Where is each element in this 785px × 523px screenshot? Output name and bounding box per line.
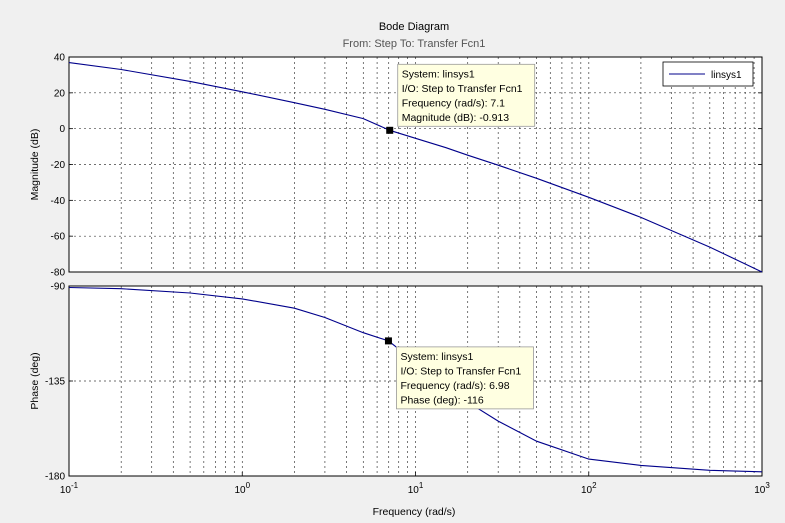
- y-tick-label: -180: [45, 472, 65, 483]
- x-tick-label: 102: [581, 481, 597, 496]
- y-tick-label: -90: [51, 282, 66, 293]
- y-tick-label: -40: [51, 196, 66, 207]
- legend-entry: linsys1: [711, 70, 742, 81]
- datatip-line: System: linsys1: [402, 68, 475, 80]
- y-tick-label: -20: [51, 160, 66, 171]
- datatip-line: I/O: Step to Transfer Fcn1: [402, 83, 523, 95]
- x-tick-label: 103: [754, 481, 770, 496]
- magnitude-series-line: [68, 62, 763, 273]
- x-tick-label: 100: [234, 481, 250, 496]
- x-tick-label: 10-1: [60, 481, 79, 496]
- chart-subtitle: From: Step To: Transfer Fcn1: [343, 38, 486, 50]
- y-tick-label: 40: [54, 53, 66, 64]
- datatip-line: I/O: Step to Transfer Fcn1: [400, 365, 521, 377]
- phase-datatip-marker: [384, 337, 392, 345]
- y-tick-label: -60: [51, 232, 66, 243]
- y-tick-label: 0: [59, 124, 65, 135]
- phase-y-axis-label: Phase (deg): [29, 352, 41, 409]
- datatip-line: Phase (deg): -116: [400, 394, 483, 406]
- y-tick-label: -135: [45, 377, 65, 388]
- datatip-line: Frequency (rad/s): 6.98: [400, 380, 509, 392]
- datatip-line: System: linsys1: [400, 351, 473, 363]
- x-axis-label: Frequency (rad/s): [373, 506, 456, 518]
- phase-panel: -90 -135 -180 Phase (deg) System: linsys1 I/O…: [29, 282, 763, 483]
- magnitude-panel: 40 20 0 -20 -40 -60 -80 Magnitude (dB) System: l…: [29, 53, 763, 279]
- y-tick-label: -80: [51, 268, 66, 279]
- magnitude-datatip-box: [397, 63, 536, 127]
- magnitude-datatip-marker: [386, 126, 394, 134]
- datatip-line: Magnitude (dB): -0.913: [402, 112, 510, 124]
- magnitude-y-axis-label: Magnitude (dB): [29, 129, 41, 201]
- datatip-line: Frequency (rad/s): 7.1: [402, 97, 505, 109]
- phase-datatip-box: [396, 346, 534, 410]
- y-tick-label: 20: [54, 88, 66, 99]
- x-tick-label: 101: [408, 481, 424, 496]
- chart-title: Bode Diagram: [379, 21, 449, 33]
